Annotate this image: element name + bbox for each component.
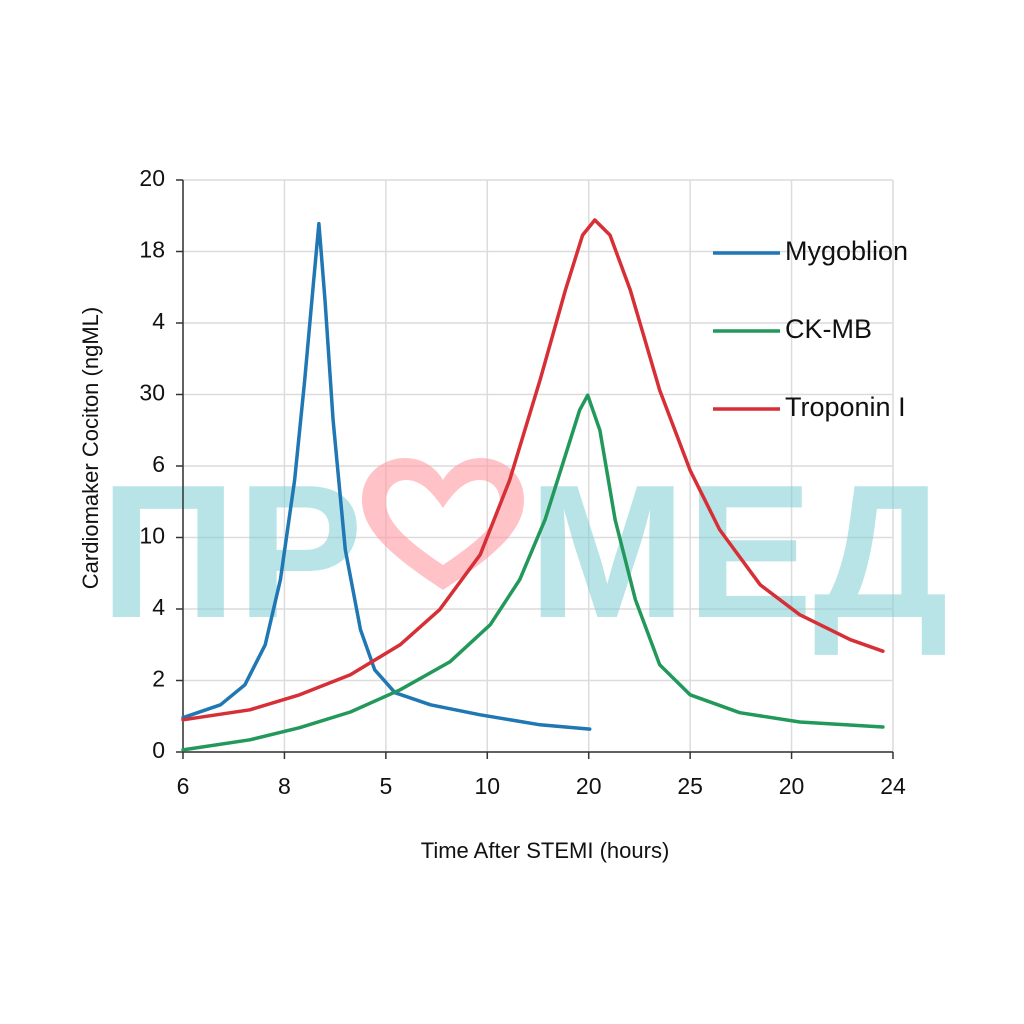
y-tick-label: 20 <box>139 165 165 191</box>
x-tick-label: 20 <box>576 773 602 799</box>
legend-label: Troponin I <box>785 392 906 422</box>
x-tick-label: 5 <box>379 773 392 799</box>
y-tick-label: 30 <box>139 380 165 406</box>
watermark-text: ПР <box>100 446 363 658</box>
x-axis-label: Time After STEMI (hours) <box>421 838 670 863</box>
y-tick-label: 0 <box>152 737 165 763</box>
series-line <box>181 221 592 731</box>
series-line <box>181 218 885 722</box>
y-tick-label: 4 <box>152 594 165 620</box>
x-tick-label: 25 <box>677 773 703 799</box>
watermark: ПР МЕД <box>100 446 948 658</box>
y-tick-label: 2 <box>152 666 165 692</box>
y-tick-label: 6 <box>152 451 165 477</box>
series-line <box>181 393 885 752</box>
y-tick-label: 10 <box>139 523 165 549</box>
watermark-heart <box>362 458 524 590</box>
legend-label: CK-MB <box>785 314 872 344</box>
x-tick-label: 8 <box>278 773 291 799</box>
x-tick-label: 20 <box>779 773 805 799</box>
legend-label: Mygoblion <box>785 236 908 266</box>
x-tick-label: 24 <box>880 773 906 799</box>
x-tick-label: 6 <box>177 773 190 799</box>
y-tick-label: 18 <box>139 237 165 263</box>
y-axis-label: Cardiomaker Cociton (ngML) <box>78 307 103 589</box>
x-tick-label: 10 <box>474 773 500 799</box>
y-tick-label: 4 <box>152 308 165 334</box>
